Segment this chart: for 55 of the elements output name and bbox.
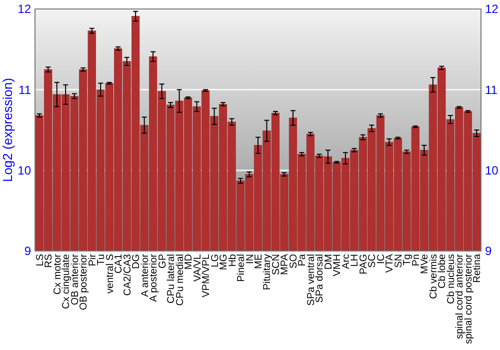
x-tick-label: VMH xyxy=(332,254,344,276)
y-axis-title: Log2 (expression) xyxy=(0,78,15,182)
x-tick-label: Arc xyxy=(340,254,352,269)
x-tick-label: MPA xyxy=(280,254,291,275)
x-tick-label: LH xyxy=(350,254,361,267)
x-tick-label: VTA xyxy=(384,254,396,273)
y-tick-label: 10 xyxy=(18,164,32,178)
x-tick-label: SPa ventral xyxy=(306,254,317,306)
y2-tick-label: 11 xyxy=(485,82,498,97)
y2-tick-label: 12 xyxy=(485,2,499,16)
x-tick-label: Cb lobe xyxy=(437,254,448,288)
x-tick-label: Pa xyxy=(297,254,308,266)
y-tick-label: 11 xyxy=(18,82,32,97)
x-tick-label: Pir xyxy=(87,253,98,266)
x-tick-label: Tu xyxy=(96,254,108,266)
x-tick-label: OB anterior xyxy=(70,253,81,306)
x-tick-label: Cb nucleus xyxy=(446,254,457,304)
x-tick-label: SN xyxy=(393,254,404,268)
x-tick-label: Pn xyxy=(410,254,422,266)
x-tick-label: PAG xyxy=(358,254,370,274)
x-tick-label: A anterior xyxy=(140,253,151,297)
x-tick-label: GP xyxy=(157,254,168,268)
x-tick-label: SO xyxy=(288,254,300,268)
x-tick-label: spinal cord posterior xyxy=(463,253,474,344)
x-tick-label: spinal cord anterior xyxy=(454,253,466,340)
x-tick-label: DG xyxy=(131,254,142,269)
x-tick-label: ventral S xyxy=(104,254,116,294)
x-tick-label: SC xyxy=(367,254,378,268)
x-tick-label: Cx cingulate xyxy=(61,254,72,310)
y-tick-label: 12 xyxy=(18,2,32,16)
x-tick-label: IC xyxy=(376,254,387,264)
x-tick-label: IN xyxy=(244,254,256,264)
x-tick-label: RS xyxy=(44,254,55,268)
x-tick-label: Hb xyxy=(227,254,238,267)
y2-tick-label: 10 xyxy=(485,164,499,178)
x-tick-label: Pineal xyxy=(236,254,248,282)
x-tick-label: Cb vermis xyxy=(428,254,440,300)
x-tick-label: Pituitary xyxy=(262,254,274,290)
x-tick-label: CA2/CA3 xyxy=(122,254,134,296)
x-tick-label: LG xyxy=(210,254,221,268)
x-tick-label: SPa dorsal xyxy=(314,254,326,303)
x-tick-label: CA1 xyxy=(114,254,125,274)
x-tick-label: CPu medial xyxy=(174,254,186,306)
x-tick-label: Tg xyxy=(402,254,414,266)
x-tick-label: Retina xyxy=(472,254,484,283)
x-tick-label: VPM/VPL xyxy=(201,254,212,298)
x-tick-label: SCN xyxy=(270,254,282,276)
y-tick-label: 9 xyxy=(24,244,32,258)
x-tick-label: A posterior xyxy=(148,253,160,302)
y2-tick-label: 9 xyxy=(485,244,492,258)
x-tick-label: LS xyxy=(34,254,46,266)
x-tick-label: DM xyxy=(323,254,334,270)
x-tick-label: OB posterior xyxy=(78,253,90,310)
x-tick-label: MVe xyxy=(420,254,431,274)
x-tick-label: ME xyxy=(254,254,264,269)
